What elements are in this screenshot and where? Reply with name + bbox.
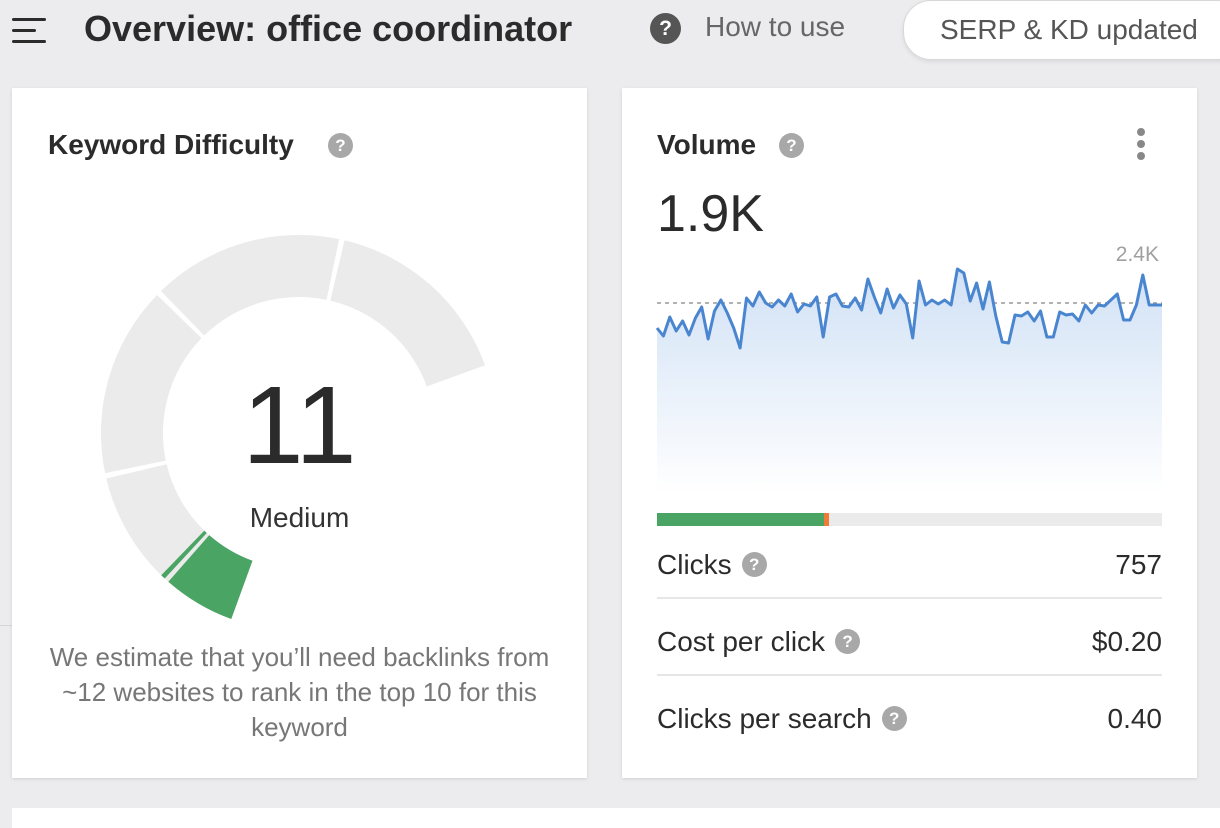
organic-clicks-segment [657,513,824,526]
metric-row-cpc: Cost per click? $0.20 [657,608,1162,676]
gauge-track-segment [160,234,340,336]
kd-title: Keyword Difficulty [48,129,294,160]
metric-label: Cost per click [657,626,826,657]
paid-clicks-segment [823,513,829,526]
metric-value: 0.40 [1107,703,1163,734]
kd-level-label: Medium [249,502,350,533]
how-to-use-link[interactable]: How to use [705,11,846,42]
kd-help-icon[interactable]: ? [328,133,353,158]
clicks-help-icon[interactable]: ? [741,552,767,578]
hamburger-menu-icon[interactable] [12,16,46,44]
next-card [12,808,1220,828]
metric-label: Clicks [657,549,732,580]
serp-status-badge[interactable]: SERP & KD updated [903,0,1220,60]
metric-row-clicks-per-search: Clicks per search? 0.40 [657,685,1162,751]
divider [0,625,12,626]
gauge-track-segment [330,240,486,387]
volume-trend-chart [655,267,1162,493]
kd-description: We estimate that you’ll need backlinks f… [49,642,550,742]
volume-area [657,269,1162,493]
kd-gauge [101,234,486,620]
serp-status-label: SERP & KD updated [940,14,1198,45]
top-bar: Overview: office coordinator ? How to us… [0,0,1220,70]
more-options-icon[interactable] [1131,128,1151,162]
metric-value: 757 [1115,549,1162,580]
volume-help-icon[interactable]: ? [779,133,804,158]
volume-value: 1.9K [657,185,764,243]
chart-max-label: 2.4K [1115,243,1159,266]
page-title: Overview: office coordinator [84,8,573,49]
gauge-fill [168,535,253,620]
clicks-distribution-bar [657,513,1162,526]
keyword-difficulty-card: Keyword Difficulty ? 11 Medium We estima… [12,88,587,778]
metric-row-clicks: Clicks? 757 [657,531,1162,599]
gauge-track-segment [101,294,202,474]
gauge-marker [161,530,207,579]
help-icon[interactable]: ? [650,13,681,44]
volume-title: Volume [657,129,757,160]
cpc-help-icon[interactable]: ? [835,629,861,655]
volume-line [655,267,1162,350]
kd-score: 11 [242,364,357,487]
clicks-per-search-help-icon[interactable]: ? [881,706,907,732]
metric-value: $0.20 [1091,626,1162,657]
volume-card: Volume ? 1.9K 2.4K Clicks? 757 Cost per … [622,88,1197,778]
metric-label: Clicks per search [657,703,872,734]
